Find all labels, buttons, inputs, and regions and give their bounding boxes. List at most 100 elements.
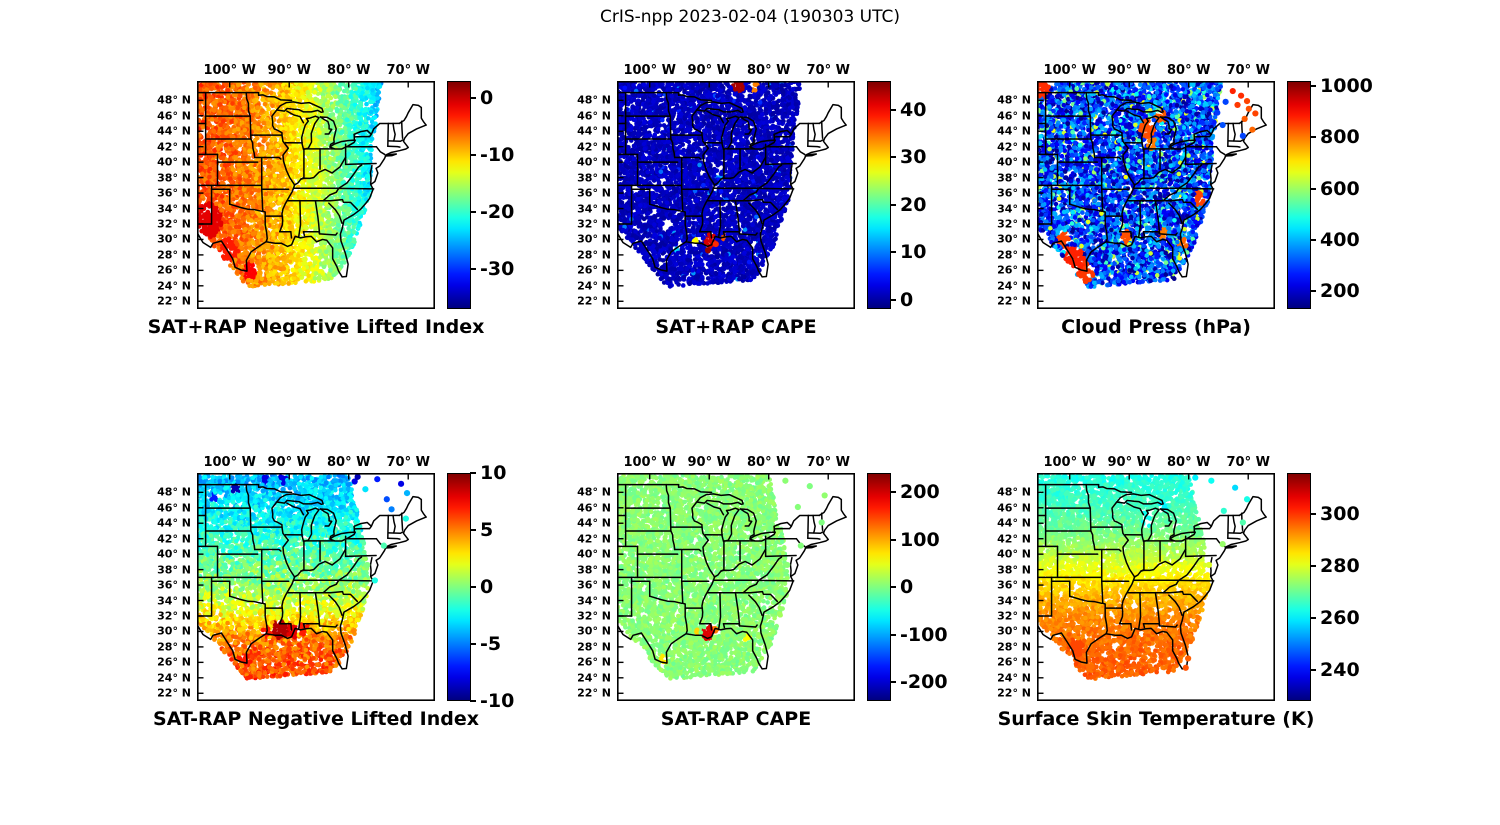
- lat-tick-label: 48° N: [997, 485, 1031, 499]
- lat-tick-label: 36° N: [577, 186, 611, 200]
- colorbar-tick-label: 400: [1310, 228, 1360, 251]
- colorbar-tick-label: 0: [889, 576, 914, 598]
- lat-tick-label: 24° N: [997, 671, 1031, 685]
- lat-tick-label: 40° N: [997, 547, 1031, 561]
- lat-tick-label: 26° N: [577, 655, 611, 669]
- colorbar-tick-label: 260: [1310, 607, 1360, 630]
- colorbar-tick-label: 800: [1310, 126, 1360, 149]
- lon-tick-label: 100° W: [623, 63, 676, 78]
- lat-tick-label: 32° N: [577, 217, 611, 231]
- lat-tick-label: 46° N: [577, 501, 611, 515]
- colorbar-tick-label: 100: [890, 528, 940, 551]
- map-canvas: [197, 81, 435, 309]
- lat-tick-label: 32° N: [157, 217, 191, 231]
- colorbar-gradient: [867, 473, 891, 701]
- lat-tick-label: 26° N: [997, 263, 1031, 277]
- longitude-axis: 100° W 90° W 80° W 70° W: [1037, 55, 1275, 79]
- lat-tick-label: 38° N: [157, 563, 191, 577]
- lat-tick-label: 32° N: [577, 609, 611, 623]
- lon-tick-label: 80° W: [746, 63, 791, 78]
- lat-tick-label: 40° N: [157, 155, 191, 169]
- lat-tick-label: 30° N: [157, 232, 191, 246]
- colorbar-tick-labels: 40 30 20 10 0: [889, 81, 990, 311]
- colorbar-tick-label: 0: [469, 576, 494, 598]
- lat-tick-label: 42° N: [997, 532, 1031, 546]
- lon-tick-label: 70° W: [386, 455, 430, 470]
- colorbar-tick-label: -5: [469, 633, 502, 655]
- lat-tick-label: 34° N: [157, 202, 191, 216]
- lat-tick-label: 44° N: [157, 124, 191, 138]
- lat-tick-label: 36° N: [577, 578, 611, 592]
- lon-tick-label: 100° W: [203, 63, 256, 78]
- lat-tick-label: 34° N: [997, 594, 1031, 608]
- colorbar-tick-labels: 200 100 0 -100 -200: [889, 473, 990, 701]
- lat-tick-label: 28° N: [157, 248, 191, 262]
- panel-surface-skin-temp: 100° W 90° W 80° W 70° W 48° N 46° N 44° N 42°…: [980, 447, 1410, 782]
- lat-tick-label: 28° N: [577, 640, 611, 654]
- panel-sat-plus-rap-cape: 100° W 90° W 80° W 70° W 48° N 46° N 44° N 42°…: [560, 55, 990, 390]
- lon-tick-label: 80° W: [1166, 455, 1211, 470]
- panel-title: Cloud Press (hPa): [1061, 316, 1251, 338]
- colorbar-gradient: [1287, 81, 1311, 309]
- lat-tick-label: 42° N: [577, 140, 611, 154]
- lat-tick-label: 26° N: [157, 263, 191, 277]
- lat-tick-label: 36° N: [157, 186, 191, 200]
- longitude-axis: 100° W 90° W 80° W 70° W: [617, 55, 855, 79]
- lat-tick-label: 22° N: [157, 686, 191, 700]
- colorbar-tick-label: -20: [469, 201, 515, 224]
- lat-tick-label: 48° N: [157, 93, 191, 107]
- lat-tick-label: 24° N: [577, 279, 611, 293]
- lat-tick-label: 44° N: [997, 124, 1031, 138]
- lat-tick-label: 32° N: [157, 609, 191, 623]
- lat-tick-label: 48° N: [997, 93, 1031, 107]
- lat-tick-label: 38° N: [997, 563, 1031, 577]
- lon-tick-label: 80° W: [746, 455, 791, 470]
- lat-tick-label: 28° N: [577, 248, 611, 262]
- lat-tick-label: 22° N: [157, 294, 191, 308]
- colorbar-tick-label: 280: [1310, 555, 1360, 578]
- lon-tick-label: 100° W: [1043, 63, 1096, 78]
- panel-title: SAT+RAP Negative Lifted Index: [147, 316, 485, 338]
- lat-tick-label: 48° N: [157, 485, 191, 499]
- lon-tick-label: 90° W: [1107, 63, 1151, 78]
- lon-tick-label: 90° W: [267, 455, 311, 470]
- colorbar-tick-label: 30: [889, 145, 927, 168]
- lat-tick-label: 44° N: [997, 516, 1031, 530]
- colorbar-tick-label: -10: [469, 144, 515, 167]
- lat-tick-label: 36° N: [157, 578, 191, 592]
- lat-tick-label: 36° N: [997, 186, 1031, 200]
- colorbar-tick-label: 20: [889, 193, 927, 216]
- colorbar-tick-label: 10: [889, 241, 927, 263]
- lat-tick-label: 42° N: [577, 532, 611, 546]
- colorbar-tick-label: 240: [1310, 658, 1360, 681]
- colorbar-tick-label: -200: [890, 671, 948, 693]
- panel-sat-plus-rap-nli: 100° W 90° W 80° W 70° W 48° N 46° N 44° N 42°…: [140, 55, 570, 390]
- latitude-axis: 48° N 46° N 44° N 42° N 40° N 38° N 36° N 34° N…: [560, 473, 613, 701]
- lat-tick-label: 38° N: [157, 171, 191, 185]
- lat-tick-label: 24° N: [157, 279, 191, 293]
- lat-tick-label: 38° N: [577, 171, 611, 185]
- lat-tick-label: 22° N: [577, 294, 611, 308]
- lon-tick-label: 70° W: [806, 455, 850, 470]
- lon-tick-label: 100° W: [623, 455, 676, 470]
- map-canvas: [1037, 473, 1275, 701]
- lon-tick-label: 80° W: [326, 63, 371, 78]
- colorbar-tick-label: 200: [890, 480, 940, 503]
- lat-tick-label: 30° N: [997, 232, 1031, 246]
- lat-tick-label: 26° N: [997, 655, 1031, 669]
- lon-tick-label: 90° W: [1107, 455, 1151, 470]
- lat-tick-label: 30° N: [577, 624, 611, 638]
- panel-title: Surface Skin Temperature (K): [997, 708, 1315, 730]
- lat-tick-label: 32° N: [997, 609, 1031, 623]
- map-canvas: [197, 473, 435, 701]
- colorbar-tick-label: 1000: [1310, 75, 1373, 98]
- lat-tick-label: 44° N: [157, 516, 191, 530]
- panel-cloud-press: 100° W 90° W 80° W 70° W 48° N 46° N 44° N 42°…: [980, 55, 1410, 390]
- lon-tick-label: 90° W: [267, 63, 311, 78]
- lat-tick-label: 24° N: [997, 279, 1031, 293]
- colorbar-gradient: [1287, 473, 1311, 701]
- lon-tick-label: 70° W: [1226, 455, 1270, 470]
- lat-tick-label: 26° N: [577, 263, 611, 277]
- lon-tick-label: 90° W: [687, 455, 731, 470]
